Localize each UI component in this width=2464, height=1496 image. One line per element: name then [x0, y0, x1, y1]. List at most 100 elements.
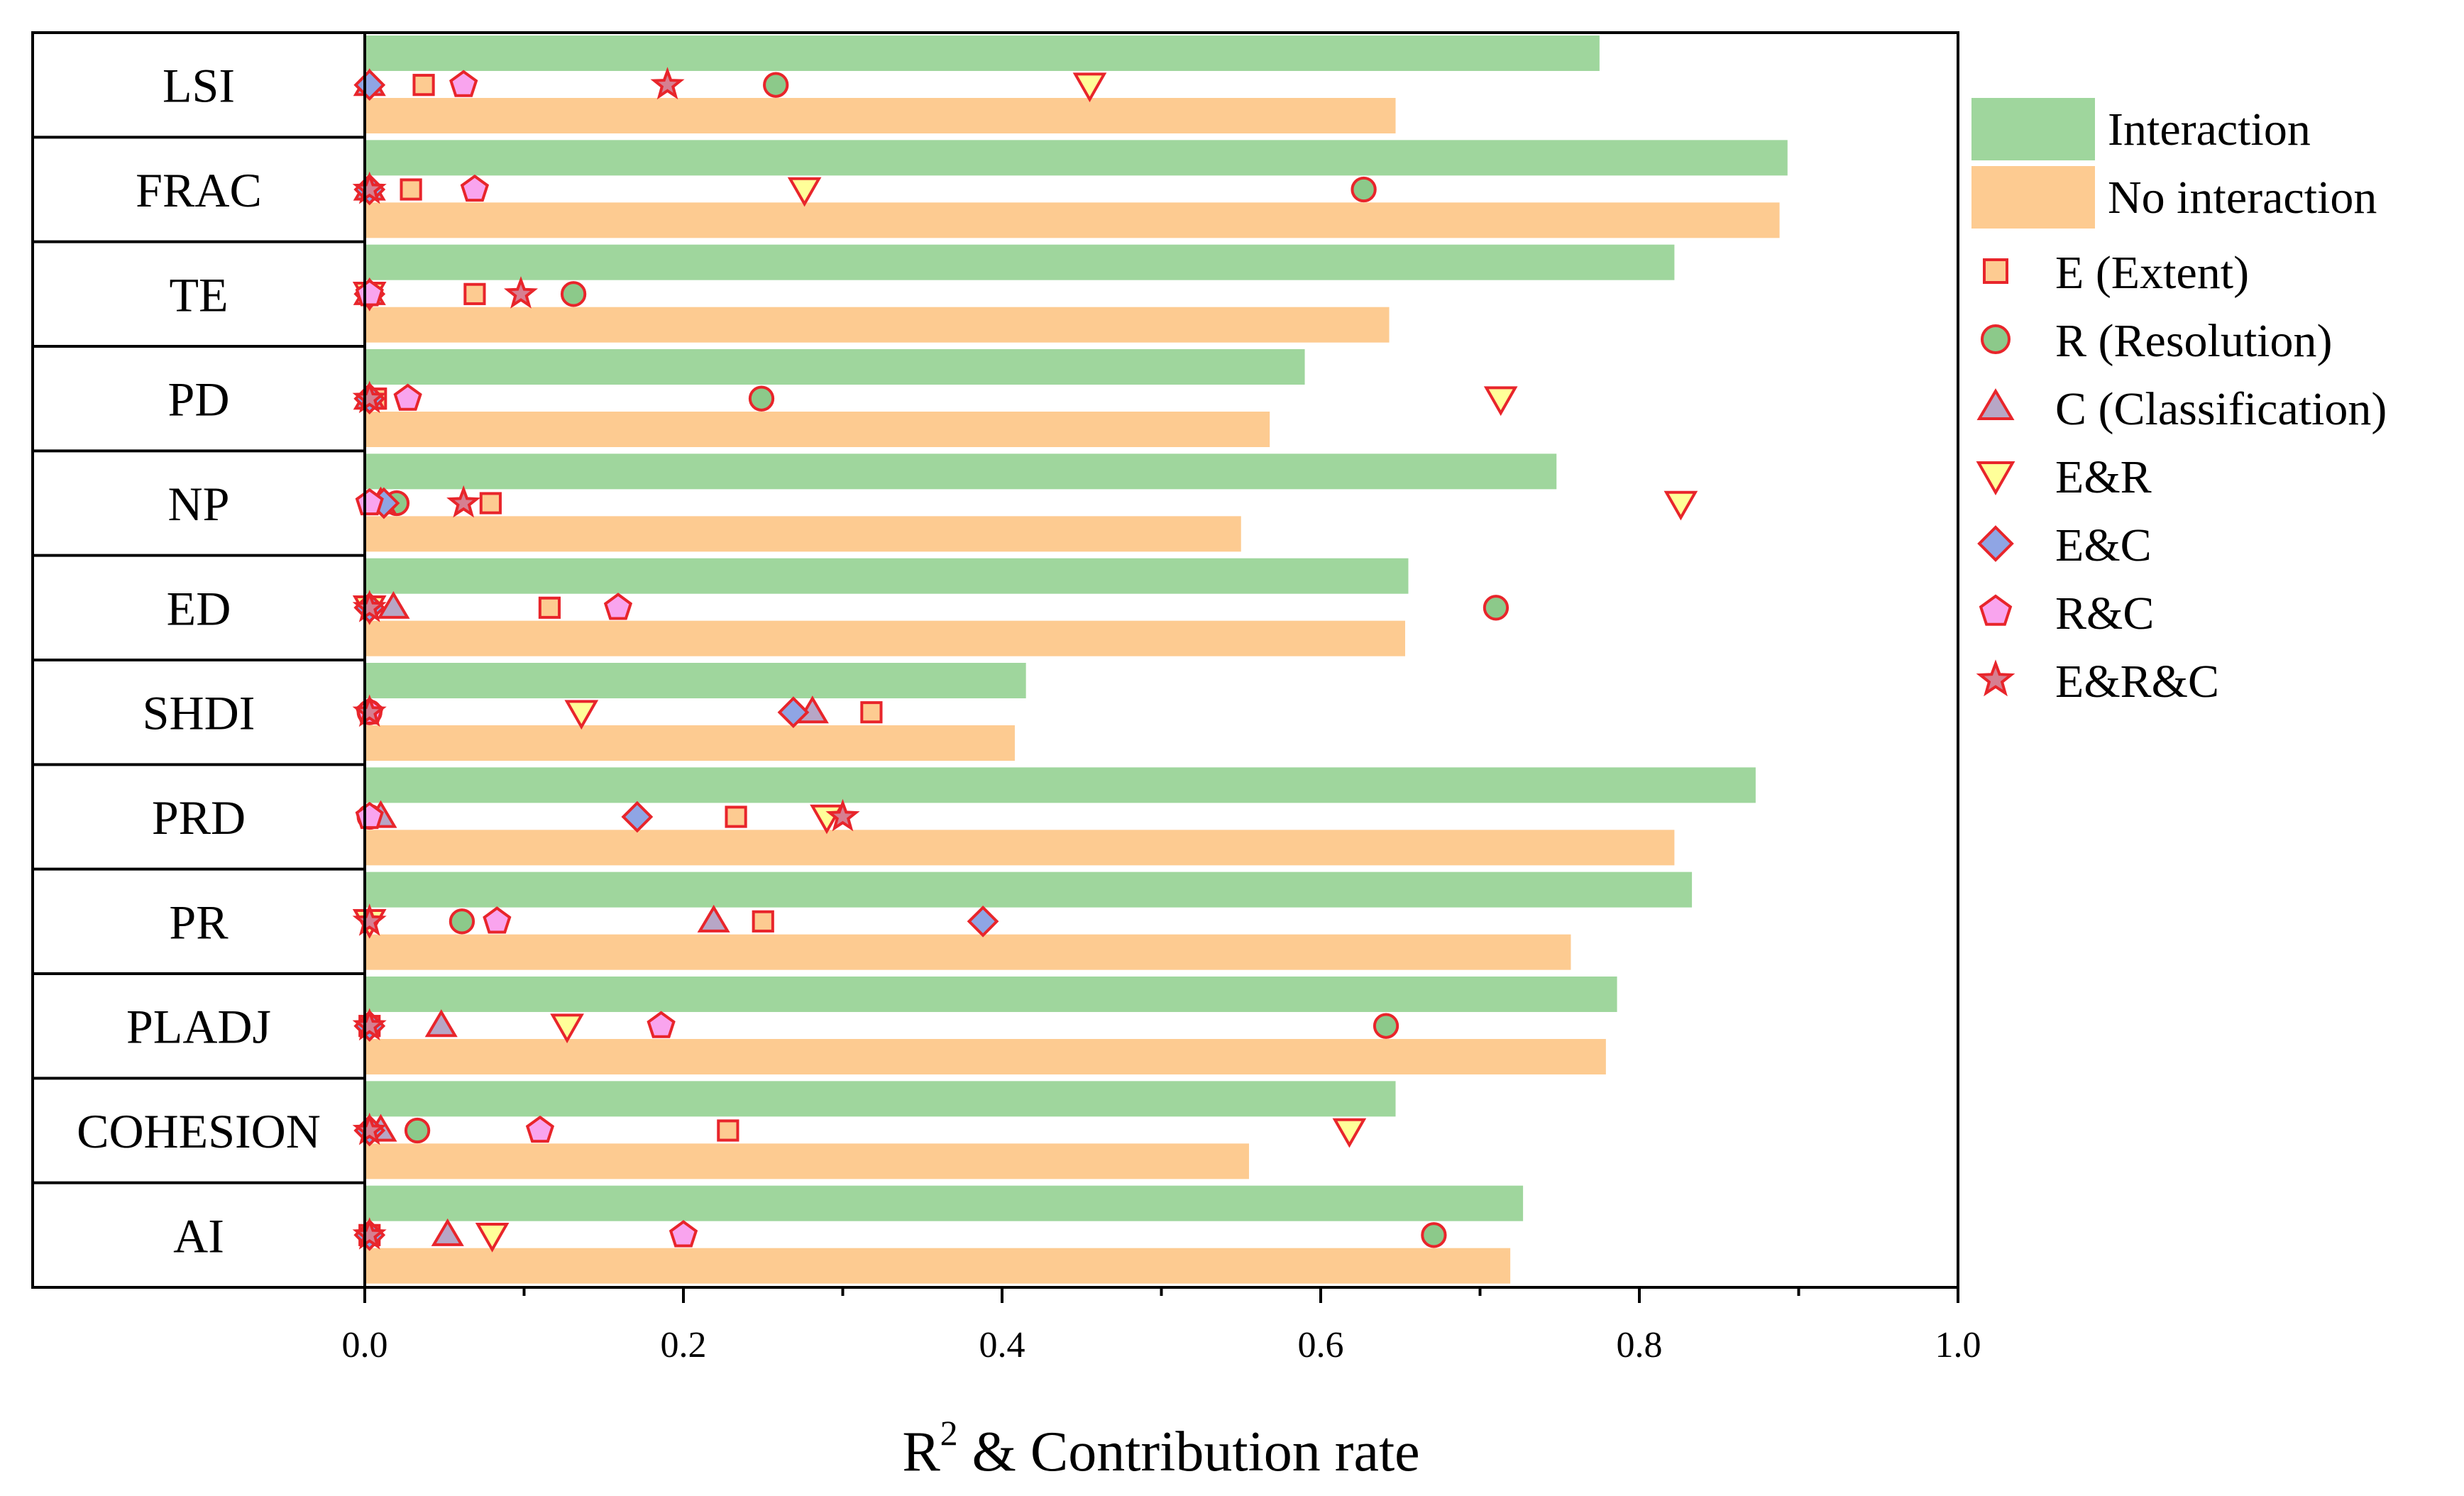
bar-interaction-ed: [365, 558, 1409, 594]
marker-r-c-prd: [355, 801, 384, 830]
marker-c-classification-ai: [431, 1218, 464, 1246]
bar-no-interaction-pladj: [365, 1039, 1606, 1074]
legend-label-r-c: R&C: [2055, 588, 2154, 639]
marker-e-r-c-frac: [352, 171, 387, 204]
marker-e-r-c-shdi: [352, 694, 387, 727]
marker-e-extent-lsi: [412, 74, 435, 97]
bar-no-interaction-te: [365, 307, 1390, 343]
marker-e-r-np: [1663, 490, 1698, 521]
marker-r-resolution-pd: [748, 385, 775, 412]
marker-e-r-c-lsi: [650, 67, 685, 100]
category-label-lsi: LSI: [163, 59, 235, 113]
marker-c-classification-pr: [697, 904, 730, 933]
marker-e-r-c-np: [446, 485, 481, 518]
bar-interaction-frac: [365, 140, 1788, 176]
bar-no-interaction-cohesion: [365, 1143, 1249, 1179]
legend-label-e-c: E&C: [2055, 519, 2152, 571]
marker-e-r-lsi: [1072, 72, 1107, 103]
legend-label-interaction: Interaction: [2108, 104, 2311, 155]
x-tick-label: 0.6: [1298, 1325, 1344, 1365]
bar-no-interaction-prd: [365, 830, 1675, 866]
marker-r-resolution-lsi: [763, 72, 789, 98]
bar-interaction-np: [365, 453, 1557, 490]
marker-e-r-ai: [475, 1223, 510, 1253]
marker-r-c-np: [355, 488, 384, 516]
marker-e-r-shdi: [564, 700, 599, 730]
category-label-frac: FRAC: [136, 163, 262, 217]
bar-no-interaction-shdi: [365, 725, 1015, 761]
legend-marker-c-classification: [1976, 388, 2015, 420]
marker-r-resolution-frac: [1351, 176, 1377, 203]
legend-marker-e-c: [1977, 525, 2014, 562]
category-label-shdi: SHDI: [143, 686, 255, 740]
category-label-prd: PRD: [152, 791, 246, 845]
category-label-te: TE: [169, 268, 228, 321]
x-tick-label: 1.0: [1935, 1325, 1981, 1365]
legend-label-e-r: E&R: [2055, 451, 2152, 503]
bar-no-interaction-frac: [365, 202, 1780, 238]
bar-no-interaction-lsi: [365, 98, 1396, 133]
marker-r-c-ed: [603, 593, 633, 620]
legend-marker-e-extent: [1983, 258, 2008, 284]
marker-e-extent-te: [463, 282, 486, 305]
bar-interaction-pd: [365, 349, 1305, 385]
legend-label-e-r-c: E&R&C: [2055, 656, 2219, 708]
marker-e-r-pladj: [550, 1013, 584, 1044]
bar-no-interaction-ai: [365, 1248, 1511, 1284]
marker-r-resolution-ai: [1421, 1222, 1447, 1248]
marker-r-c-pladj: [647, 1011, 676, 1038]
legend-marker-e-r-c: [1976, 659, 2015, 697]
marker-e-extent-shdi: [860, 701, 883, 724]
bars-layer: [365, 35, 1788, 1284]
x-tick-label: 0.0: [342, 1325, 388, 1365]
marker-e-r-c-ed: [352, 590, 387, 622]
marker-r-resolution-cohesion: [404, 1117, 431, 1144]
legend-swatch-no-interaction: [1971, 166, 2095, 229]
category-label-pr: PR: [169, 895, 229, 949]
bar-no-interaction-np: [365, 516, 1241, 552]
bar-interaction-prd: [365, 767, 1756, 803]
x-axis-title: R2 & Contribution rate: [902, 1413, 1419, 1483]
marker-e-extent-ed: [538, 596, 561, 619]
marker-e-r-c-pd: [352, 380, 387, 414]
category-label-ai: AI: [173, 1209, 224, 1263]
marker-e-c-prd: [621, 801, 654, 833]
legend-marker-r-c: [1979, 594, 2013, 626]
category-layer: LSI FRAC TE PD NP ED SHDI PRD PR PLADJ COHESION AI: [33, 59, 365, 1263]
legend: Interaction No interaction E (Extent) R (Re…: [1971, 98, 2387, 708]
marker-r-resolution-te: [560, 281, 587, 307]
bar-interaction-te: [365, 244, 1675, 280]
marker-c-classification-ed: [377, 590, 410, 619]
marker-r-c-frac: [460, 174, 490, 202]
x-tick-label: 0.8: [1617, 1325, 1663, 1365]
bar-interaction-pr: [365, 871, 1693, 908]
marker-e-r-c-ai: [352, 1217, 387, 1250]
marker-e-r-cohesion: [1332, 1118, 1367, 1148]
marker-e-c-shdi: [777, 696, 810, 729]
bar-interaction-pladj: [365, 977, 1617, 1012]
bar-no-interaction-ed: [365, 620, 1405, 656]
marker-e-r-c-prd: [825, 798, 860, 832]
bar-interaction-ai: [365, 1185, 1524, 1221]
marker-r-resolution-ed: [1483, 595, 1509, 621]
marker-r-c-pd: [393, 383, 422, 411]
bar-no-interaction-pd: [365, 412, 1270, 447]
marker-r-c-te: [355, 279, 384, 307]
marker-e-extent-frac: [400, 178, 422, 201]
markers-layer: [352, 67, 1698, 1253]
category-label-np: NP: [168, 477, 230, 531]
marker-e-r-c-pladj: [352, 1008, 387, 1041]
marker-e-r-c-cohesion: [352, 1112, 387, 1145]
marker-r-c-ai: [669, 1220, 698, 1248]
category-label-pladj: PLADJ: [126, 1000, 271, 1054]
marker-e-c-pr: [967, 905, 999, 937]
category-label-ed: ED: [167, 581, 231, 635]
marker-r-c-lsi: [449, 70, 478, 97]
marker-e-c-lsi: [353, 69, 386, 101]
bar-no-interaction-pr: [365, 934, 1571, 970]
legend-swatch-interaction: [1971, 98, 2095, 160]
x-axis: 0.0 0.2 0.4 0.6 0.8 1.0: [342, 1287, 1981, 1365]
legend-label-c-classification: C (Classification): [2055, 383, 2387, 435]
marker-e-r-frac: [787, 177, 822, 207]
bar-interaction-cohesion: [365, 1081, 1396, 1117]
